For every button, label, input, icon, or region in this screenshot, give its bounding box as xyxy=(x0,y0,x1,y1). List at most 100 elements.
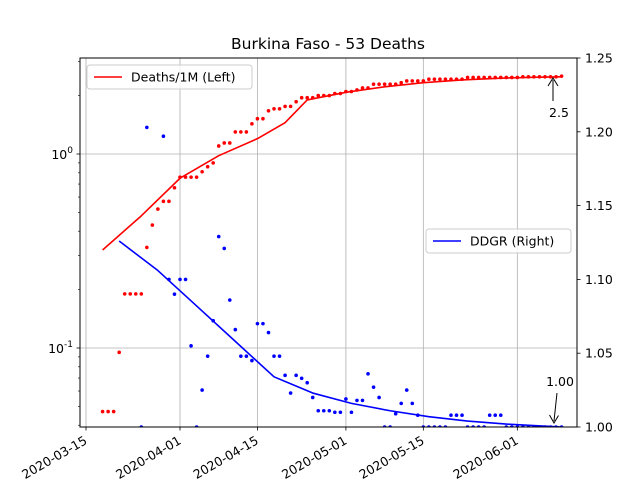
series-0-point-8 xyxy=(145,245,149,250)
series-0-point-21 xyxy=(216,144,221,148)
series-1-point-13 xyxy=(222,246,227,251)
series-0-point-57 xyxy=(416,79,420,83)
chart-title: Burkina Faso - 53 Deaths xyxy=(231,35,425,53)
series-0-point-83 xyxy=(559,74,564,78)
series-0-point-80 xyxy=(543,75,547,79)
series-0-point-29 xyxy=(261,116,265,121)
series-0-point-34 xyxy=(288,104,293,109)
series-1-point-45 xyxy=(399,401,404,406)
series-0-point-2 xyxy=(111,409,116,414)
series-1-point-39 xyxy=(366,372,370,376)
series-0-point-50 xyxy=(377,82,381,86)
series-1-point-37 xyxy=(355,398,359,403)
series-0-point-63 xyxy=(449,77,453,81)
series-0-point-66 xyxy=(465,75,470,80)
series-0-point-71 xyxy=(493,75,498,80)
y-right-tick-label-2: 1.10 xyxy=(585,272,613,287)
series-1-point-55 xyxy=(454,413,459,417)
y-left-tick-label-0: 100 xyxy=(51,146,73,162)
series-0-point-14 xyxy=(178,175,182,179)
series-1-point-40 xyxy=(371,385,376,389)
series-1-point-5 xyxy=(178,277,182,282)
series-1-point-7 xyxy=(189,344,193,348)
series-1-point-26 xyxy=(294,373,298,378)
series-0-point-18 xyxy=(200,169,204,174)
series-1-point-54 xyxy=(449,413,453,417)
series-1-point-9 xyxy=(200,388,204,392)
series-0-point-67 xyxy=(471,75,475,80)
series-1-point-28 xyxy=(305,380,310,385)
series-0-point-69 xyxy=(482,75,486,80)
series-0-point-64 xyxy=(454,77,459,81)
series-0-point-6 xyxy=(133,292,138,296)
series-1-point-27 xyxy=(299,376,304,381)
series-1-point-29 xyxy=(310,395,315,400)
series-0-point-0 xyxy=(100,409,105,414)
annotation-left-final-text: 2.5 xyxy=(549,105,569,120)
series-0-point-37 xyxy=(305,95,310,100)
x-tick-label-2: 2020-04-15 xyxy=(191,433,261,480)
series-0-point-3 xyxy=(117,350,121,355)
series-0-point-10 xyxy=(156,207,160,211)
series-0-point-48 xyxy=(366,86,370,90)
series-0-point-70 xyxy=(487,75,492,80)
series-0-point-12 xyxy=(167,199,171,204)
series-0-point-47 xyxy=(360,86,365,90)
series-0-point-1 xyxy=(106,409,110,414)
series-1-point-22 xyxy=(272,354,276,358)
series-0-point-49 xyxy=(371,82,376,86)
series-1-point-19 xyxy=(255,321,260,326)
series-1-point-16 xyxy=(239,354,243,358)
series-0-point-16 xyxy=(189,175,193,179)
series-0-point-11 xyxy=(161,199,166,204)
series-1-point-23 xyxy=(277,354,282,358)
series-1-point-25 xyxy=(288,391,293,395)
series-0-point-78 xyxy=(532,75,536,79)
series-1-point-24 xyxy=(283,373,287,378)
series-1-point-31 xyxy=(321,408,326,413)
series-1-point-4 xyxy=(172,292,177,296)
series-1-point-44 xyxy=(393,411,398,416)
series-1-point-18 xyxy=(250,358,254,363)
series-0-point-79 xyxy=(537,75,542,79)
series-0-point-17 xyxy=(194,175,199,179)
series-0-point-54 xyxy=(399,80,404,85)
series-1-point-11 xyxy=(211,318,215,323)
series-1-point-47 xyxy=(410,401,415,406)
series-0-point-25 xyxy=(239,130,243,134)
series-0-point-4 xyxy=(122,292,127,296)
y-right-tick-label-3: 1.15 xyxy=(585,198,613,213)
series-0-point-19 xyxy=(205,164,210,169)
series-0-point-24 xyxy=(233,130,238,134)
series-0-point-52 xyxy=(388,82,392,86)
series-0-point-40 xyxy=(321,93,326,98)
series-0-point-77 xyxy=(526,75,531,79)
series-0-point-26 xyxy=(244,130,249,134)
series-0-point-41 xyxy=(327,93,332,98)
series-0-point-27 xyxy=(250,122,254,126)
series-0-point-20 xyxy=(211,161,215,165)
annotation-right-final: 1.00 xyxy=(546,374,574,424)
y-right-tick-label-0: 1.00 xyxy=(585,420,613,435)
series-0-point-13 xyxy=(172,185,177,190)
series-1-point-33 xyxy=(333,410,337,415)
series-0-point-33 xyxy=(283,104,287,109)
series-deaths-per-1m xyxy=(100,74,564,414)
series-0-point-65 xyxy=(460,77,464,81)
series-0-point-22 xyxy=(222,141,227,145)
series-1-point-48 xyxy=(416,413,420,417)
series-1-point-1 xyxy=(145,125,149,130)
series-1-point-61 xyxy=(487,413,492,417)
series-0-point-45 xyxy=(349,89,354,94)
series-1-point-30 xyxy=(316,408,321,413)
series-1-point-32 xyxy=(327,408,332,413)
plot-frame xyxy=(79,57,578,428)
y-right-tick-label-1: 1.05 xyxy=(585,346,613,361)
series-1-point-62 xyxy=(493,413,498,417)
legend-left-label: Deaths/1M (Left) xyxy=(131,70,236,85)
series-1-point-21 xyxy=(266,330,271,335)
y-axis-left: 100 10-1 xyxy=(48,61,80,426)
series-1-point-3 xyxy=(167,277,171,282)
series-0-point-32 xyxy=(277,107,282,111)
